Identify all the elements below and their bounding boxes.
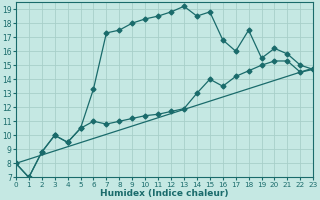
X-axis label: Humidex (Indice chaleur): Humidex (Indice chaleur) (100, 189, 229, 198)
